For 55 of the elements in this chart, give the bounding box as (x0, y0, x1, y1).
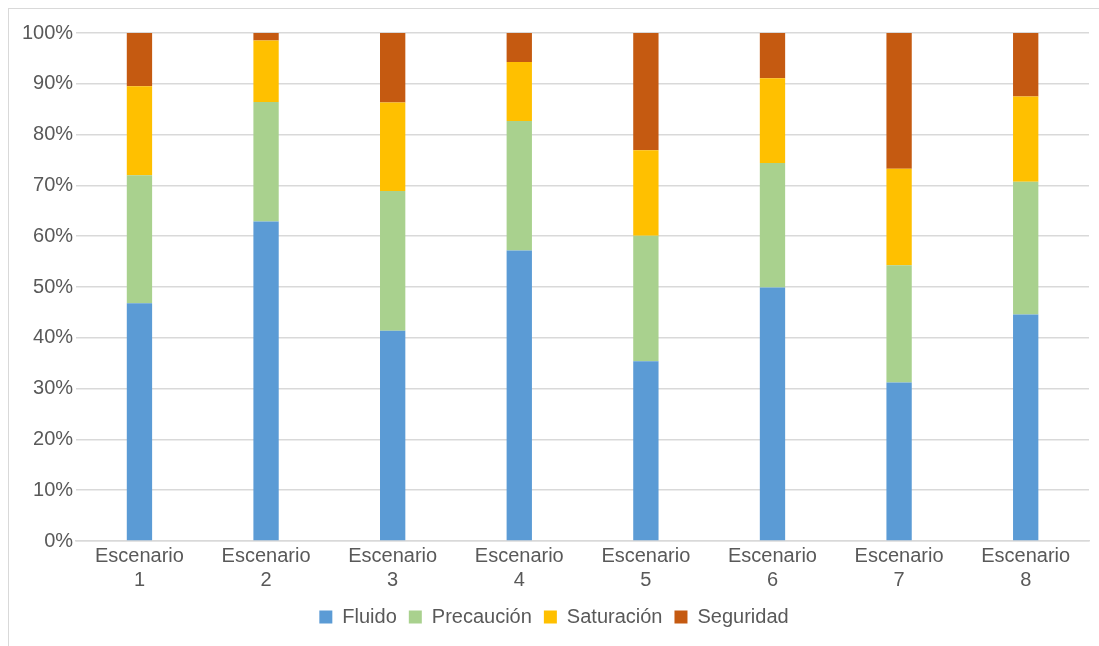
bar (759, 163, 786, 288)
bar (253, 102, 279, 222)
bar (253, 33, 279, 41)
legend-label: Fluido (342, 604, 397, 627)
bar (759, 33, 786, 79)
x-tick-label: Escenario 4 (474, 543, 564, 590)
bar (1013, 314, 1039, 541)
y-tick-label: 20% (33, 426, 74, 449)
bar (126, 86, 153, 176)
bar (253, 40, 279, 103)
y-tick-label: 70% (33, 172, 74, 195)
bar (126, 175, 153, 304)
bar (506, 120, 532, 251)
y-tick-label: 50% (33, 274, 74, 297)
bar (126, 33, 153, 87)
bar (380, 190, 406, 331)
bar (886, 382, 912, 541)
x-tick-label: Escenario 8 (981, 543, 1071, 590)
y-tick-label: 10% (33, 477, 74, 500)
x-tick-label: Escenario 3 (348, 543, 438, 590)
y-tick-label: 30% (33, 376, 74, 399)
bar (1013, 181, 1039, 315)
x-tick-label: Escenario 7 (854, 543, 944, 590)
y-tick-label: 0% (44, 528, 74, 551)
bar (633, 361, 659, 541)
y-tick-label: 40% (33, 325, 74, 348)
bar (380, 102, 406, 191)
bar (886, 33, 912, 169)
bar (633, 235, 659, 362)
bar (380, 33, 406, 103)
bar (380, 330, 406, 541)
legend-label: Saturación (566, 604, 663, 627)
x-tick-label: Escenario 6 (728, 543, 817, 590)
bar (126, 303, 153, 541)
bar (506, 33, 532, 62)
bar (886, 168, 912, 266)
bar (253, 221, 279, 541)
legend-label: Seguridad (697, 604, 789, 627)
bar (506, 61, 532, 121)
bar (633, 150, 659, 236)
legend-label: Precaución (431, 604, 532, 627)
bar (886, 265, 912, 383)
bar (1013, 96, 1039, 182)
x-tick-label: Escenario 1 (94, 543, 184, 590)
y-tick-label: 100% (22, 20, 74, 43)
y-tick-label: 80% (33, 122, 74, 145)
bar (633, 33, 659, 151)
bar (1013, 33, 1039, 97)
x-tick-label: Escenario 5 (601, 543, 691, 590)
bar (759, 287, 786, 541)
y-tick-label: 60% (33, 223, 74, 246)
bar (506, 250, 532, 541)
x-tick-label: Escenario 2 (221, 543, 311, 590)
bar (759, 78, 786, 164)
y-tick-label: 90% (33, 71, 74, 94)
